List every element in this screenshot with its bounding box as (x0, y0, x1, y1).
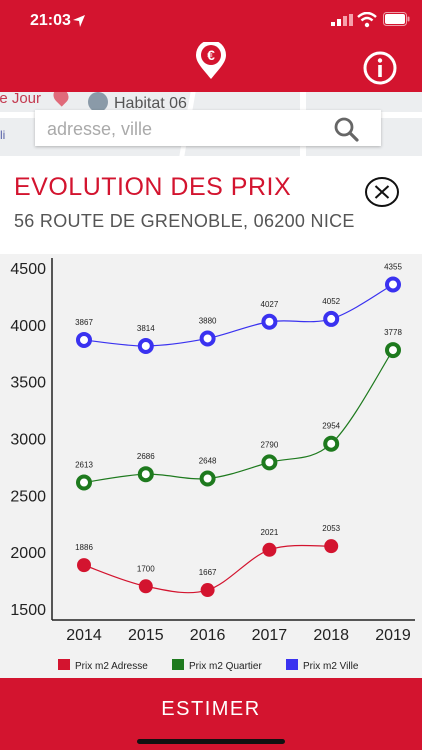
data-point (261, 454, 278, 471)
data-point (76, 331, 92, 348)
signal-icon (331, 14, 353, 26)
data-label: 1700 (137, 564, 155, 573)
app-header: 21:03 € (0, 0, 422, 92)
data-label: 2686 (137, 452, 155, 461)
x-tick-label: 2016 (190, 627, 226, 644)
data-point (324, 539, 339, 554)
data-point (261, 313, 278, 330)
y-tick-label: 1500 (10, 602, 46, 619)
panel-title: EVOLUTION DES PRIX (14, 173, 292, 201)
data-point (76, 474, 92, 491)
data-label: 4355 (384, 262, 402, 271)
footer-bar: ESTIMER (0, 678, 422, 750)
wifi-icon (357, 12, 377, 28)
y-tick-label: 3000 (10, 432, 46, 449)
house-icon (88, 92, 108, 112)
map-label: li (0, 128, 6, 142)
data-point (199, 330, 216, 347)
data-point (77, 558, 91, 573)
data-label: 2613 (75, 460, 93, 469)
home-indicator (137, 739, 285, 744)
x-tick-label: 2019 (375, 627, 411, 644)
legend-label: Prix m2 Quartier (189, 661, 262, 672)
legend-label: Prix m2 Adresse (75, 661, 148, 672)
data-label: 3880 (199, 316, 217, 325)
info-icon[interactable] (362, 50, 398, 86)
panel-address: 56 ROUTE DE GRENOBLE, 06200 NICE (14, 211, 355, 231)
x-tick-label: 2014 (66, 627, 102, 644)
plot-background (52, 258, 415, 620)
svg-text:€: € (207, 47, 215, 63)
legend-swatch (58, 659, 70, 670)
data-point (323, 435, 340, 452)
data-label: 3867 (75, 318, 93, 327)
data-point (385, 276, 401, 293)
status-bar: 21:03 (0, 0, 422, 40)
data-point (199, 470, 216, 487)
search-icon[interactable] (333, 116, 359, 142)
x-tick-label: 2017 (252, 627, 288, 644)
search-box (35, 110, 381, 148)
y-tick-label: 4500 (10, 261, 46, 278)
y-tick-label: 4000 (10, 318, 46, 335)
data-point (138, 579, 153, 594)
y-tick-label: 3500 (10, 375, 46, 392)
map-poi-icon (50, 92, 72, 107)
legend-swatch (172, 659, 184, 670)
x-tick-label: 2015 (128, 627, 164, 644)
location-arrow-icon (73, 15, 85, 27)
data-label: 2790 (261, 440, 279, 449)
y-tick-label: 2000 (10, 545, 46, 562)
battery-icon (383, 12, 410, 26)
data-label: 2053 (322, 524, 340, 533)
x-tick-label: 2018 (313, 627, 349, 644)
data-point (323, 310, 340, 327)
data-label: 1667 (199, 568, 217, 577)
price-evolution-chart: 1500 2000 2500 3000 3500 4000 4500 2014 2015 2016… (10, 258, 415, 672)
price-chart-area: 1500 2000 2500 3000 3500 4000 4500 2014 2015 2016… (0, 254, 422, 678)
data-label: 4052 (322, 297, 340, 306)
data-label: 1886 (75, 543, 93, 552)
data-point (200, 583, 215, 598)
data-label: 4027 (261, 300, 279, 309)
close-circle-icon[interactable] (364, 176, 400, 208)
data-label: 3814 (137, 324, 155, 333)
data-label: 2648 (199, 457, 217, 466)
search-input[interactable] (45, 110, 329, 148)
data-point (137, 337, 154, 354)
data-label: 3778 (384, 328, 402, 337)
estimer-button[interactable]: ESTIMER (0, 678, 422, 750)
map-label: le Jour (0, 92, 42, 107)
data-point (262, 542, 277, 557)
data-label: 2021 (261, 528, 279, 537)
data-point (385, 342, 401, 359)
y-tick-label: 2500 (10, 488, 46, 505)
data-label: 2954 (322, 422, 340, 431)
data-point (137, 466, 154, 483)
legend-label: Prix m2 Ville (303, 661, 359, 672)
euro-pin-icon: € (196, 42, 226, 79)
legend-swatch (286, 659, 298, 670)
status-time: 21:03 (30, 12, 71, 29)
map-label: Habitat 06 (114, 95, 187, 112)
